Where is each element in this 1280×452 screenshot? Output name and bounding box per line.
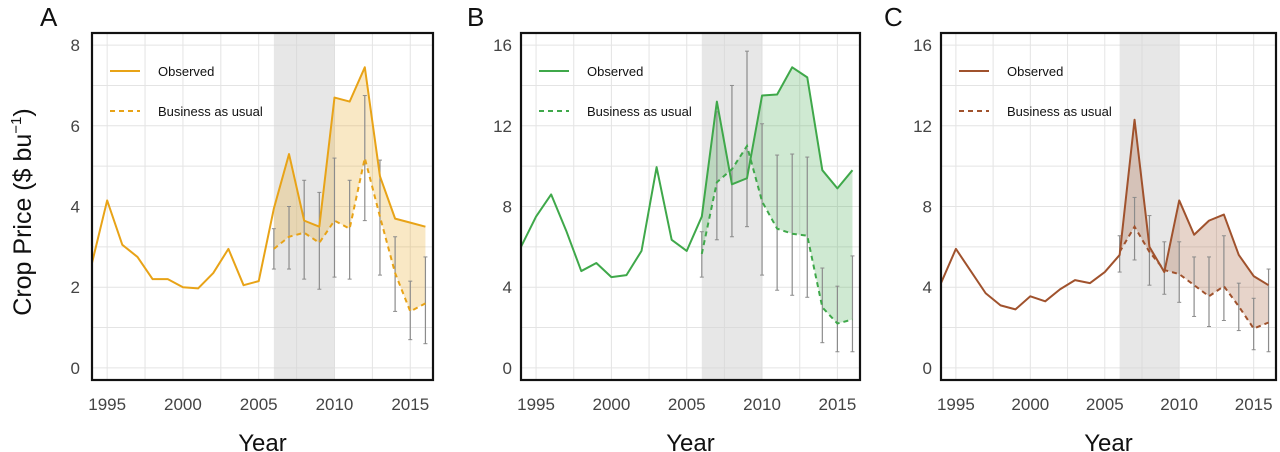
y-tick-label: 6	[71, 117, 80, 136]
series-observed	[92, 66, 426, 290]
series-observed	[521, 66, 854, 279]
grid	[941, 33, 1276, 380]
legend: Observed Business as usual	[539, 64, 692, 119]
y-tick-label: 12	[493, 117, 512, 136]
legend-label-business-as-usual: Business as usual	[1007, 104, 1112, 119]
y-axis-label-close: )	[9, 108, 37, 116]
y-tick-label: 4	[71, 198, 80, 217]
legend: Observed Business as usual	[959, 64, 1112, 119]
x-axis-title: Year	[1084, 430, 1133, 452]
series-business-as-usual	[1118, 224, 1269, 330]
difference-area	[1119, 119, 1269, 329]
x-tick-label: 2010	[1160, 395, 1198, 414]
panel-border	[90, 31, 435, 382]
x-tick-label: 2015	[391, 395, 429, 414]
y-tick-label: 16	[493, 36, 512, 55]
x-tick-label: 2015	[818, 395, 856, 414]
legend-label-observed: Observed	[587, 64, 643, 79]
y-tick-label: 8	[71, 36, 80, 55]
x-tick-label: 2005	[1086, 395, 1124, 414]
y-tick-label: 2	[71, 278, 80, 297]
panel-border	[939, 31, 1278, 382]
y-tick-label: 0	[71, 359, 80, 378]
legend-label-business-as-usual: Business as usual	[587, 104, 692, 119]
x-tick-label: 2000	[592, 395, 630, 414]
y-tick-label: 12	[913, 117, 932, 136]
y-tick-label: 4	[503, 278, 512, 297]
legend: Observed Business as usual	[110, 64, 263, 119]
x-tick-label: 1995	[937, 395, 975, 414]
legend-label-observed: Observed	[1007, 64, 1063, 79]
x-tick-label: 2000	[1011, 395, 1049, 414]
series-observed	[941, 118, 1270, 311]
y-tick-label: 8	[923, 198, 932, 217]
series-business-as-usual	[273, 157, 426, 313]
panel-letter: A	[40, 2, 58, 32]
legend-label-business-as-usual: Business as usual	[158, 104, 263, 119]
error-bars	[699, 50, 855, 353]
panel-c: 0 4 8 12 16 1995 2000 2005 2010 2015 Year C Observed…	[884, 2, 1278, 452]
x-tick-label: 2000	[164, 395, 202, 414]
series-business-as-usual	[700, 143, 853, 325]
x-tick-label: 2010	[316, 395, 354, 414]
x-axis-title: Year	[238, 430, 287, 452]
y-tick-label: 4	[923, 278, 932, 297]
x-tick-label: 2005	[240, 395, 278, 414]
x-tick-label: 1995	[517, 395, 555, 414]
y-axis-label-exponent: −1	[8, 117, 25, 134]
x-tick-label: 2005	[668, 395, 706, 414]
y-tick-label: 0	[923, 359, 932, 378]
y-tick-label: 0	[503, 359, 512, 378]
panel-letter: C	[884, 2, 903, 32]
panel-letter: B	[467, 2, 484, 32]
x-axis-title: Year	[666, 430, 715, 452]
y-tick-label: 8	[503, 198, 512, 217]
y-axis-label: Crop Price ($ bu−1)	[8, 108, 37, 315]
x-tick-label: 2010	[743, 395, 781, 414]
panel-a: 0 2 4 6 8 1995 2000 2005 2010 2015 Year A Observed Bu…	[40, 2, 435, 452]
x-tick-label: 1995	[88, 395, 126, 414]
x-tick-label: 2015	[1235, 395, 1273, 414]
panel-b: 0 4 8 12 16 1995 2000 2005 2010 2015 Year B Observed…	[467, 2, 862, 452]
y-axis-label-main: Crop Price ($ bu	[9, 134, 37, 316]
shaded-period	[1119, 33, 1180, 380]
y-tick-label: 16	[913, 36, 932, 55]
legend-label-observed: Observed	[158, 64, 214, 79]
error-bars	[271, 95, 428, 345]
panel-border	[519, 31, 862, 382]
